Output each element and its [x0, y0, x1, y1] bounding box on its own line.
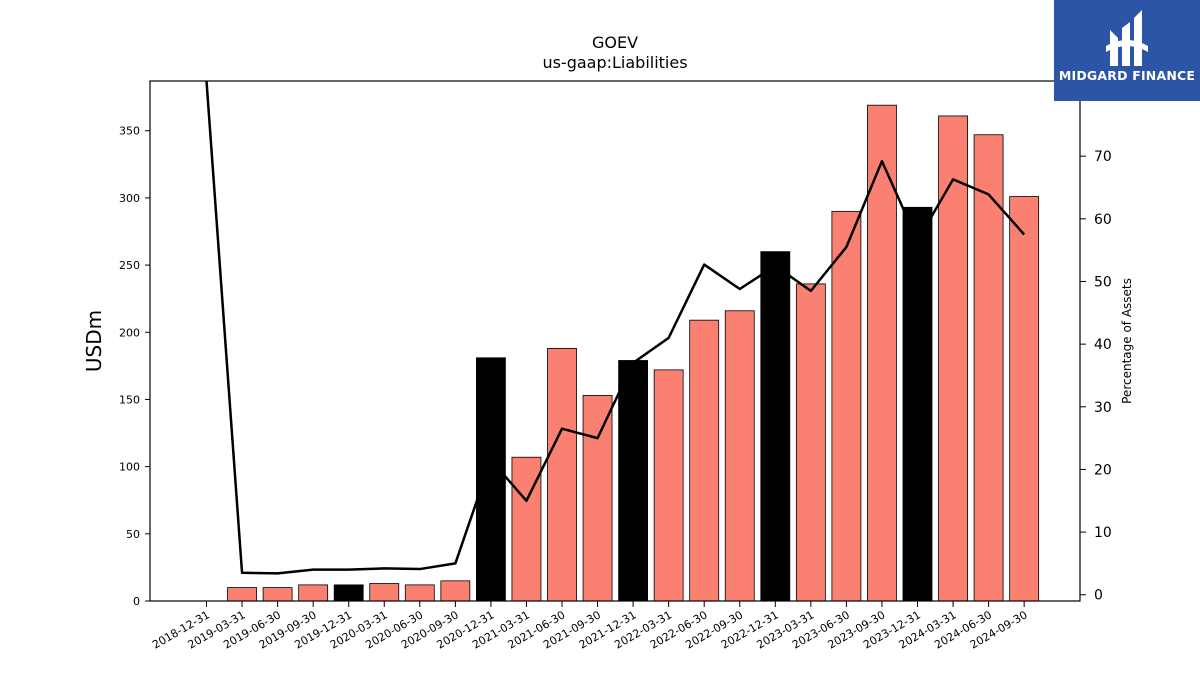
bar — [582, 395, 613, 602]
y-tick-label: 0 — [133, 595, 140, 608]
bar — [369, 583, 400, 602]
y-tick-label: 50 — [126, 528, 140, 541]
chart-subtitle: us-gaap:Liabilities — [542, 53, 687, 72]
y2-tick-label: 70 — [1094, 149, 1112, 165]
y-tick-label: 200 — [119, 326, 140, 339]
bar — [689, 319, 720, 602]
bar — [262, 587, 293, 602]
y2-tick-label: 30 — [1094, 400, 1112, 416]
y-tick-label: 250 — [119, 259, 140, 272]
bar — [973, 134, 1004, 602]
x-axis: 2018-12-312019-03-312019-06-302019-09-30… — [150, 601, 1030, 652]
y-tick-label: 350 — [119, 125, 140, 138]
plot-frame — [149, 80, 1081, 602]
bar — [938, 115, 968, 602]
y2-tick-label: 10 — [1094, 525, 1112, 541]
bar-series — [227, 104, 1040, 602]
bar — [298, 584, 329, 602]
y2-tick-label: 40 — [1094, 337, 1112, 353]
bar — [795, 283, 826, 602]
left-y-axis: 0 50 100 150 200 250 300 350 — [119, 125, 150, 608]
bar — [902, 206, 933, 602]
percentage-line — [205, 80, 1026, 575]
bar — [404, 584, 435, 602]
y2-axis-label: Percentage of Assets — [1120, 278, 1134, 404]
bar — [618, 360, 648, 602]
bar — [547, 347, 577, 602]
y-tick-label: 100 — [119, 461, 140, 474]
bar — [1009, 196, 1040, 602]
chart-title: GOEV — [592, 33, 638, 52]
bar — [333, 584, 364, 602]
bar — [227, 587, 257, 602]
y-tick-label: 300 — [119, 192, 140, 205]
y2-tick-label: 20 — [1094, 462, 1112, 478]
logo-text: MIDGARD FINANCE — [1058, 68, 1196, 83]
y2-tick-label: 50 — [1094, 274, 1112, 290]
bar — [475, 357, 506, 602]
bar — [440, 580, 471, 602]
bar — [760, 251, 791, 602]
y2-tick-label: 0 — [1094, 588, 1103, 604]
bar — [724, 310, 755, 602]
y2-tick-label: 60 — [1094, 212, 1112, 228]
y-axis-label: USDm — [82, 310, 106, 372]
line-series — [205, 80, 1026, 575]
right-y-axis: 0 10 20 30 40 50 60 70 — [1080, 149, 1112, 604]
bar — [831, 210, 862, 602]
bar — [653, 369, 684, 602]
brand-logo: MIDGARD FINANCE — [1054, 0, 1200, 101]
logo-mark-icon — [1106, 10, 1148, 66]
y-tick-label: 150 — [119, 393, 140, 406]
bar — [867, 104, 897, 602]
